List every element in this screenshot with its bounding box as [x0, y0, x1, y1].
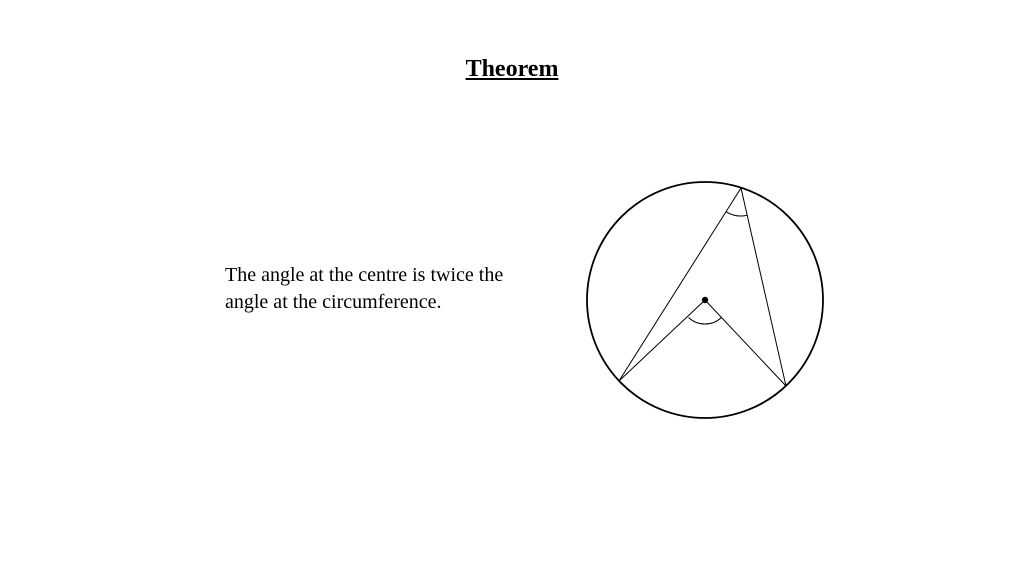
circle-theorem-svg [565, 160, 845, 440]
theorem-statement: The angle at the centre is twice the ang… [225, 262, 505, 316]
theorem-diagram [565, 160, 845, 445]
page-title: Theorem [466, 56, 559, 83]
